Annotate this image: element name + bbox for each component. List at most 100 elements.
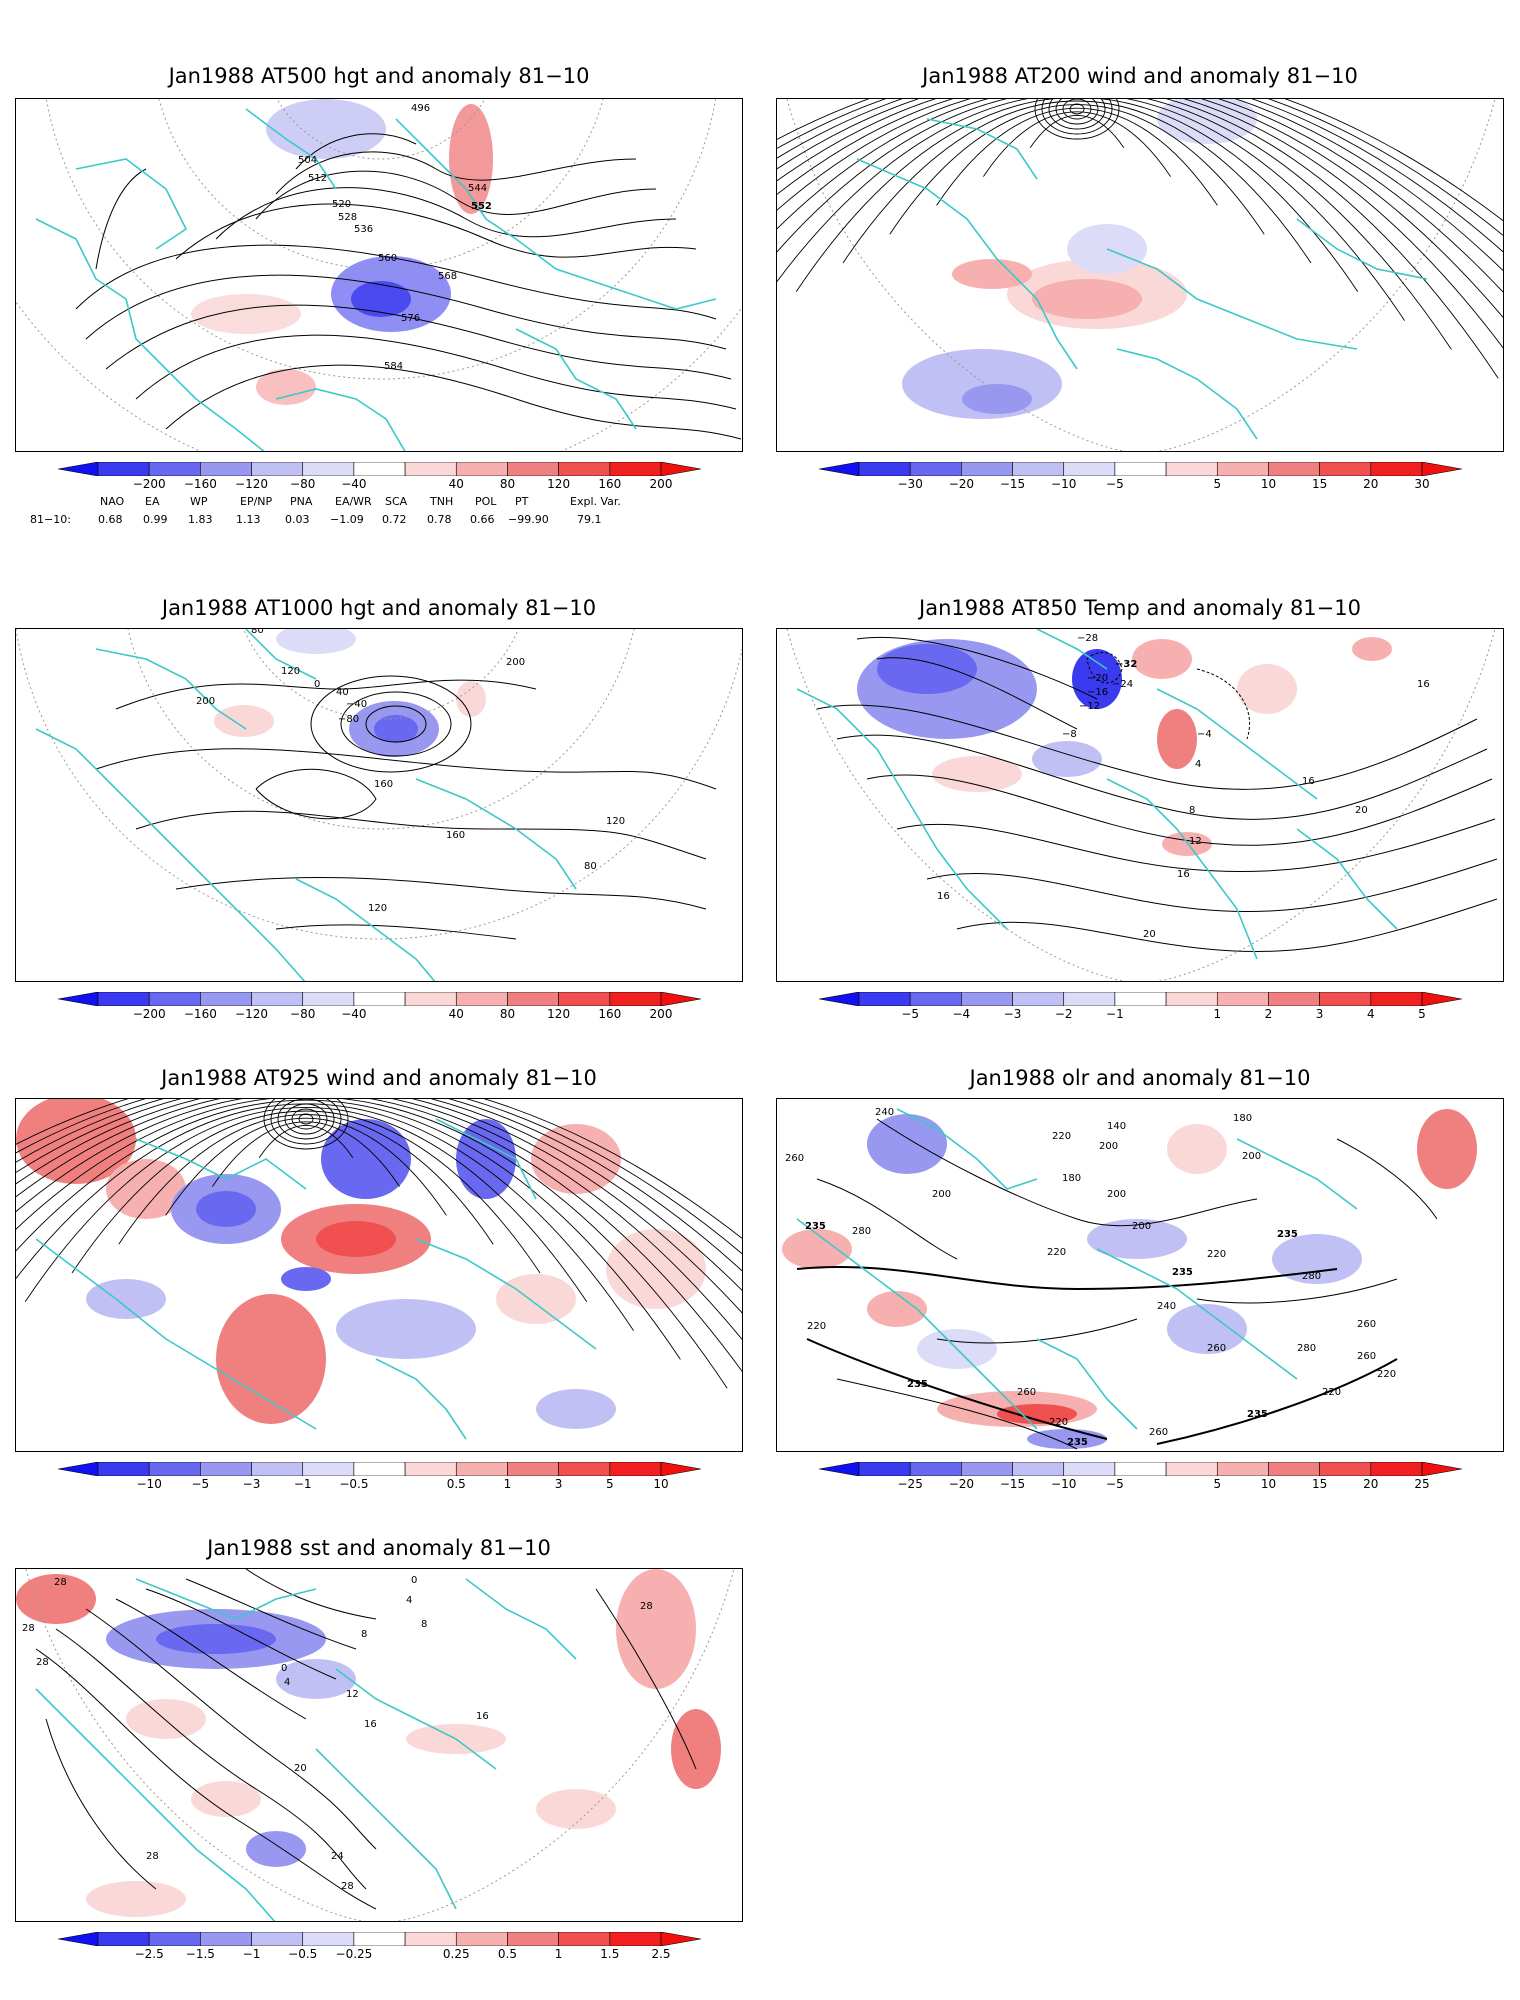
contour-label: 16 — [364, 1719, 377, 1730]
colorbar-label: 1 — [554, 1947, 563, 1961]
colorbar-segment — [558, 1931, 611, 1947]
contour-label: −8 — [1062, 729, 1077, 740]
contour-label: 280 — [852, 1226, 871, 1237]
colorbar-label: −30 — [897, 477, 923, 491]
teleconnection-table: NAO EA WP EP/NP PNA EA/WR SCA TNH POL PT Expl. Var… — [30, 495, 730, 527]
map-olr: 240 140 200 220 180 260 200 180 200 235 … — [776, 1098, 1504, 1452]
contour-label: 20 — [294, 1763, 307, 1774]
teleconnection-header: WP — [190, 495, 208, 508]
colorbar-segment — [609, 1461, 662, 1477]
coastlines — [35, 108, 717, 451]
contour-label: 235 — [1277, 1229, 1298, 1240]
contour-labels: 496 504 512 520 528 536 544 552 560 568 … — [298, 103, 492, 372]
colorbar-olr — [818, 1461, 1463, 1477]
colorbar-label: 0.5 — [497, 1947, 517, 1961]
contour-label: 260 — [785, 1153, 804, 1164]
colorbar-label: −15 — [999, 1477, 1026, 1491]
contour-label: 260 — [1207, 1343, 1226, 1354]
colorbar-labels-500hgt: −200 −160 −120 −80 −40 40 80 120 160 200 — [58, 477, 701, 491]
teleconnection-values: 0.68 0.99 1.83 1.13 0.03 −1.09 0.72 0.78 0.66 −99… — [30, 513, 730, 527]
contour-label: 280 — [1297, 1343, 1316, 1354]
colorbar-min-arrow — [57, 461, 99, 477]
contour-label: 235 — [1172, 1267, 1193, 1278]
colorbar-segment — [909, 991, 962, 1007]
colorbar-label: −10 — [1051, 1477, 1077, 1491]
contour-label: 20 — [1355, 805, 1368, 816]
colorbar-segment — [1114, 461, 1167, 477]
contour-label: 200 — [196, 696, 215, 707]
colorbar-segment — [858, 1461, 911, 1477]
colorbar-segment — [97, 461, 150, 477]
colorbar-min-arrow — [818, 1461, 860, 1477]
contour-label: 260 — [1357, 1319, 1376, 1330]
anomaly-shading — [782, 1109, 1477, 1449]
contour-label: 120 — [368, 903, 387, 914]
anomaly-shading — [191, 99, 493, 405]
colorbar-label: −20 — [948, 1477, 975, 1491]
colorbar-segment — [1370, 1461, 1423, 1477]
panel-title-925wind: Jan1988 AT925 wind and anomaly 81−10 — [161, 1066, 597, 1090]
streamline-vortex — [1069, 103, 1085, 115]
colorbar-max-arrow — [1421, 461, 1463, 477]
contour-label: 544 — [468, 183, 487, 194]
contour-labels: −28 −32 −24 −20 −16 −12 −8 −4 4 8 12 16 … — [937, 633, 1430, 940]
contour-label: 0 — [314, 679, 320, 690]
contour-label: 220 — [1049, 1417, 1068, 1428]
colorbar-label: −0.25 — [335, 1947, 373, 1961]
contour-label: 160 — [374, 779, 393, 790]
teleconnection-header: SCA — [385, 495, 408, 508]
colorbar-segment — [1165, 1461, 1218, 1477]
contour-label: 180 — [1062, 1173, 1081, 1184]
colorbar-max-arrow — [1421, 991, 1463, 1007]
contour-label: 4 — [1195, 759, 1201, 770]
teleconnection-value: 0.68 — [98, 513, 123, 526]
colorbar-label: −3 — [1003, 1007, 1022, 1021]
colorbar-segment — [251, 1461, 304, 1477]
contour-label: 528 — [338, 212, 357, 223]
contour-label: 16 — [476, 1711, 489, 1722]
contour-label: −28 — [1077, 633, 1098, 644]
teleconnection-value: 0.72 — [382, 513, 407, 526]
colorbar-850temp — [818, 991, 1463, 1007]
colorbar-segment — [1114, 1461, 1167, 1477]
colorbar-segment — [609, 1931, 662, 1947]
map-200wind — [776, 98, 1504, 452]
streamline-vortex — [1055, 99, 1099, 125]
contour-label: 0 — [411, 1575, 417, 1586]
colorbar-segment — [1370, 461, 1423, 477]
colorbar-labels-200wind: −30 −20 −15 −10 −5 5 10 15 20 30 — [819, 477, 1462, 491]
colorbar-segment — [1063, 1461, 1116, 1477]
contour-label: 520 — [332, 199, 351, 210]
map-svg-200wind — [777, 99, 1503, 451]
contour-label: 80 — [584, 861, 597, 872]
colorbar-label: −200 — [132, 1007, 166, 1021]
contour-label: −40 — [346, 699, 367, 710]
colorbar-svg — [57, 1931, 702, 1947]
teleconnection-value: 0.99 — [143, 513, 168, 526]
map-850temp: −28 −32 −24 −20 −16 −12 −8 −4 4 8 12 16 … — [776, 628, 1504, 982]
streamline-vortex — [1048, 99, 1106, 130]
contour-label: 8 — [1189, 805, 1195, 816]
contour-label: 0 — [281, 1663, 287, 1674]
contour-label: 4 — [406, 1595, 412, 1606]
colorbar-segment — [1216, 991, 1269, 1007]
coastlines — [796, 1108, 1358, 1430]
colorbar-segment — [404, 461, 457, 477]
contour-label: 16 — [1302, 776, 1315, 787]
contour-label: 220 — [807, 1321, 826, 1332]
colorbar-segment — [558, 1461, 611, 1477]
latitude-circles — [16, 99, 742, 451]
colorbar-label: −3 — [242, 1477, 261, 1491]
colorbar-label: 15 — [1311, 477, 1328, 491]
contour-label: 512 — [308, 173, 327, 184]
teleconnection-header: EP/NP — [240, 495, 273, 508]
teleconnection-header: TNH — [430, 495, 454, 508]
contour-label: 220 — [1377, 1369, 1396, 1380]
colorbar-label: 30 — [1414, 477, 1430, 491]
panel-title-sst: Jan1988 sst and anomaly 81−10 — [207, 1536, 551, 1560]
colorbar-segment — [858, 461, 911, 477]
map-sst: 28 28 28 0 4 8 12 16 20 24 28 28 28 16 8… — [15, 1568, 743, 1922]
colorbar-svg — [57, 1461, 702, 1477]
contour-labels: 80 120 200 0 40 −40 −80 160 200 160 120 … — [196, 629, 625, 914]
colorbar-segment — [200, 1931, 252, 1947]
